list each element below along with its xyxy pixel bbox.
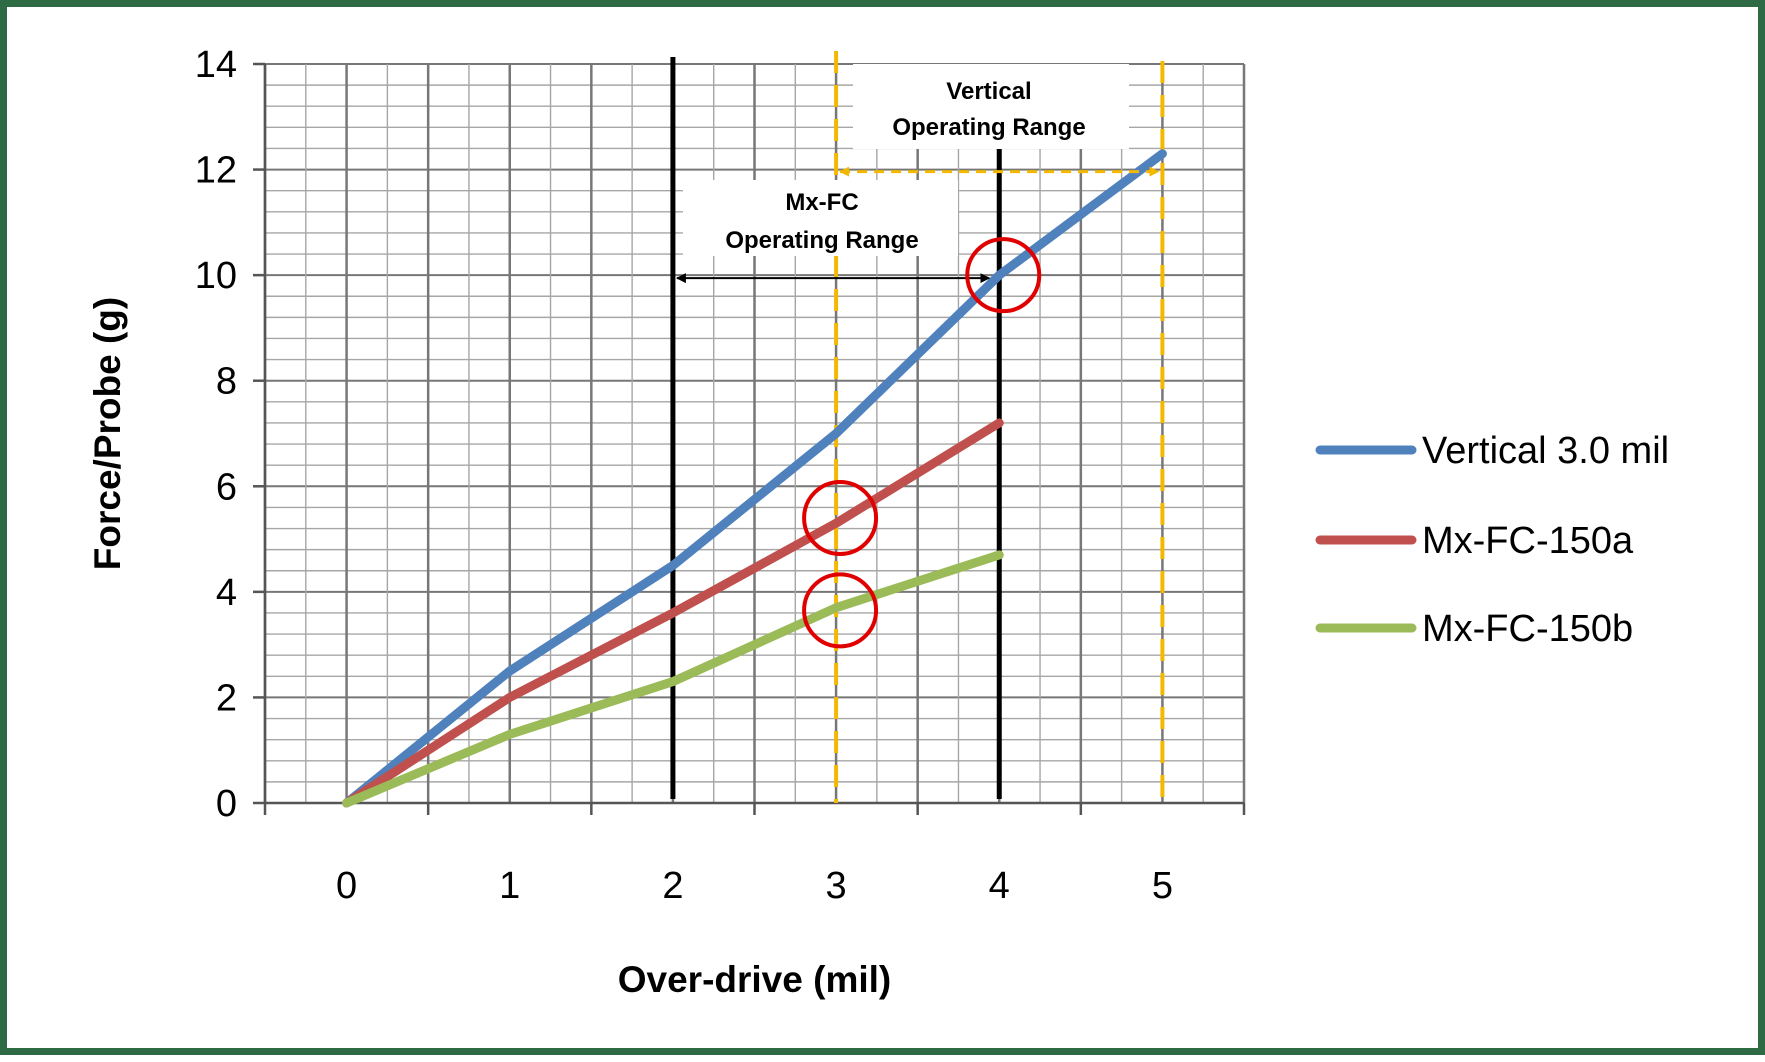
- legend-label-1: Mx-FC-150a: [1422, 520, 1634, 562]
- x-tick-label: 0: [336, 865, 357, 907]
- circle-marker-1: [802, 479, 879, 556]
- x-tick-label: 3: [826, 865, 847, 907]
- vertical-range-label-line1: Vertical: [946, 78, 1031, 105]
- circle-marker-2: [802, 572, 879, 649]
- y-tick-label: 2: [216, 677, 237, 719]
- mxfc-range-label-line1: Mx-FC: [785, 189, 858, 216]
- series-line-1: [342, 418, 1004, 808]
- mxfc-range-label-line2: Operating Range: [725, 227, 918, 254]
- grid: [263, 63, 1246, 804]
- y-tick-label: 12: [195, 150, 237, 192]
- x-tick-label: 5: [1152, 865, 1173, 907]
- vertical-range-label-box: [853, 64, 1129, 149]
- legend-label-0: Vertical 3.0 mil: [1422, 430, 1669, 472]
- y-tick-label: 6: [216, 466, 237, 508]
- series-line-0: [342, 149, 1167, 808]
- y-tick-label: 8: [216, 361, 237, 403]
- y-axis-title: Force/Probe (g): [87, 297, 128, 570]
- mxfc-range-label-box: [683, 180, 958, 256]
- circle-marker-0: [965, 237, 1042, 314]
- y-tick-label: 14: [195, 44, 237, 86]
- legend-label-2: Mx-FC-150b: [1422, 608, 1633, 650]
- x-tick-label: 2: [662, 865, 683, 907]
- x-tick-label: 4: [989, 865, 1010, 907]
- x-axis-title: Over-drive (mil): [618, 959, 891, 1000]
- y-tick-label: 4: [216, 572, 237, 614]
- x-tick-label: 1: [499, 865, 520, 907]
- y-tick-label: 0: [216, 783, 237, 825]
- y-tick-label: 10: [195, 255, 237, 297]
- series-line-2: [342, 550, 1004, 808]
- vertical-range-label-line2: Operating Range: [892, 114, 1085, 141]
